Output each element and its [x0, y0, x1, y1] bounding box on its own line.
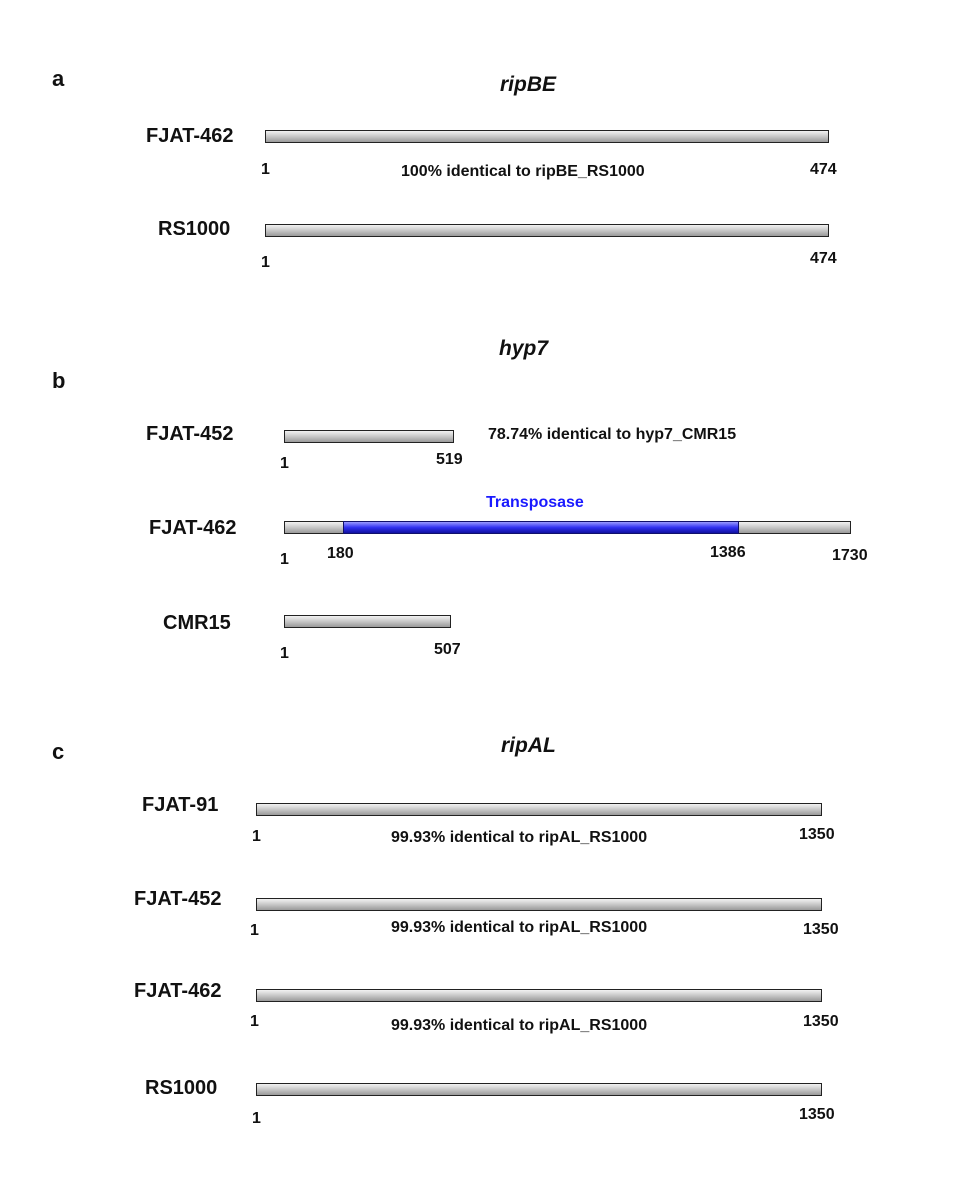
panel-a-row1-end: 474 — [810, 161, 837, 178]
panel-b-row2-transposase-insert — [343, 521, 739, 534]
panel-c-row2-strain: FJAT-452 — [134, 888, 222, 910]
panel-b-row2-strain: FJAT-462 — [149, 517, 237, 539]
panel-c-row4-start: 1 — [252, 1110, 261, 1127]
panel-c-row2-end: 1350 — [803, 921, 839, 938]
panel-b-row1-start: 1 — [280, 455, 289, 472]
panel-a-row2-strain: RS1000 — [158, 218, 231, 240]
panel-a-row1-start: 1 — [261, 161, 270, 178]
panel-c-row1-start: 1 — [252, 828, 261, 845]
panel-c-row4-gene-bar — [256, 1083, 822, 1096]
panel-c-row2-start: 1 — [250, 922, 259, 939]
panel-b-row1-gene-bar — [284, 430, 454, 443]
panel-a-row1-identity-note: 100% identical to ripBE_RS1000 — [401, 163, 645, 180]
panel-b-title: hyp7 — [499, 337, 549, 360]
panel-c-row1-identity-note: 99.93% identical to ripAL_RS1000 — [391, 829, 648, 846]
panel-a-row2-gene-bar — [265, 224, 829, 237]
panel-a-title: ripBE — [500, 73, 557, 96]
panel-c-title: ripAL — [501, 734, 556, 757]
panel-b-row2-start: 1 — [280, 551, 289, 568]
panel-b-row1-identity-note: 78.74% identical to hyp7_CMR15 — [488, 426, 737, 443]
panel-c-row4-end: 1350 — [799, 1106, 835, 1123]
panel-b-row1-strain: FJAT-452 — [146, 423, 234, 445]
panel-a-row1-strain: FJAT-462 — [146, 125, 234, 147]
panel-c-row3-gene-bar — [256, 989, 822, 1002]
panel-b-row3-gene-bar — [284, 615, 451, 628]
panel-c-row1-strain: FJAT-91 — [142, 794, 219, 816]
panel-c-row1-end: 1350 — [799, 826, 835, 843]
panel-b-row2-insert-start: 180 — [327, 545, 354, 562]
panel-c-row3-end: 1350 — [803, 1013, 839, 1030]
panel-c-row3-strain: FJAT-462 — [134, 980, 222, 1002]
panel-c-row3-identity-note: 99.93% identical to ripAL_RS1000 — [391, 1017, 648, 1034]
panel-b-transposase-label: Transposase — [486, 494, 584, 511]
panel-c-letter: c — [52, 739, 65, 764]
panel-b-row1-end: 519 — [436, 451, 463, 468]
panel-a-row1-gene-bar — [265, 130, 829, 143]
panel-c-row1-gene-bar — [256, 803, 822, 816]
panel-c-row2-identity-note: 99.93% identical to ripAL_RS1000 — [391, 919, 648, 936]
panel-b-row3-end: 507 — [434, 641, 461, 658]
panel-a-letter: a — [52, 66, 65, 91]
panel-a-row2-end: 474 — [810, 250, 837, 267]
panel-b-row2-insert-end: 1386 — [710, 544, 746, 561]
panel-c-row3-start: 1 — [250, 1013, 259, 1030]
panel-c-row2-gene-bar — [256, 898, 822, 911]
panel-b-row3-strain: CMR15 — [163, 612, 231, 634]
panel-a-row2-start: 1 — [261, 254, 270, 271]
panel-c-row4-strain: RS1000 — [145, 1077, 218, 1099]
panel-b-letter: b — [52, 368, 66, 393]
panel-b-row3-start: 1 — [280, 645, 289, 662]
panel-b-row2-end: 1730 — [832, 547, 868, 564]
